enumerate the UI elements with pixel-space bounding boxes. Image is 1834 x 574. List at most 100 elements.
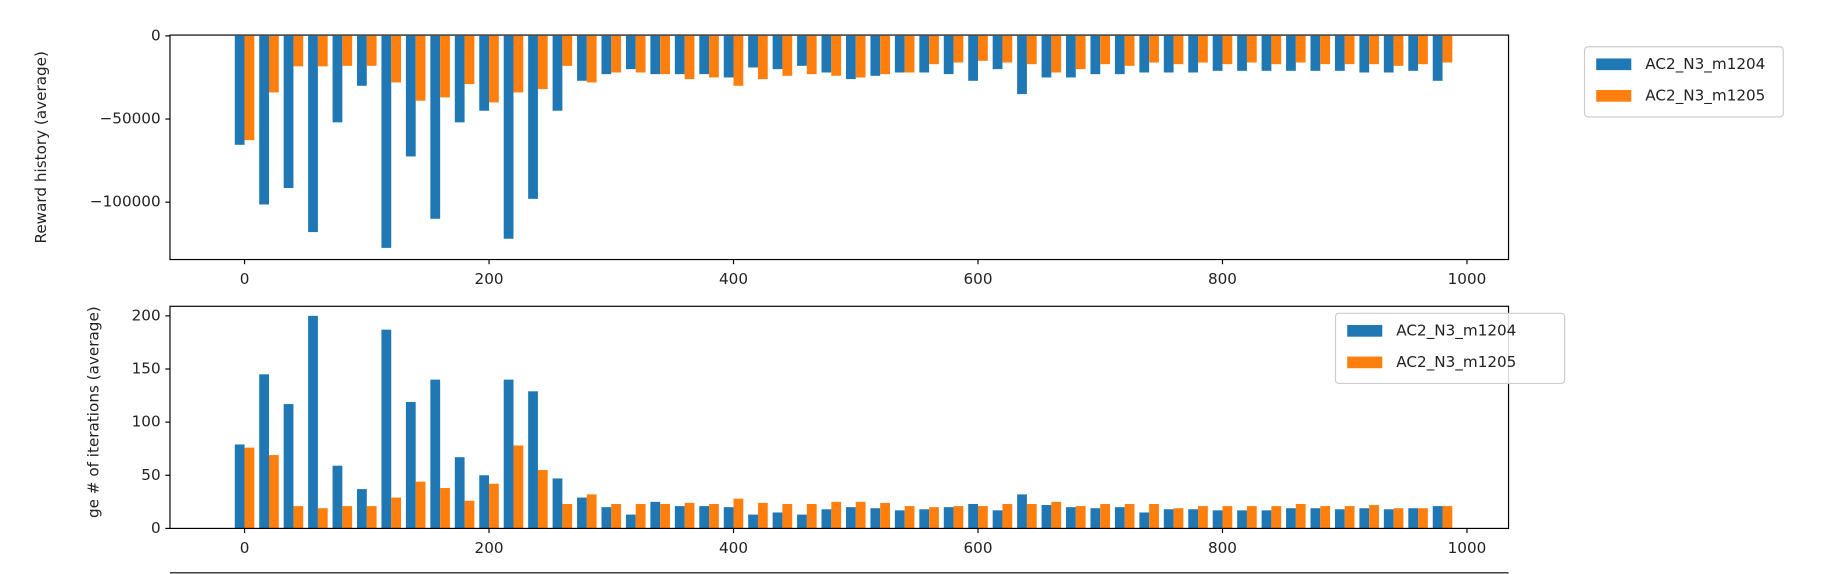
bar bbox=[1408, 508, 1419, 529]
y-tick-label: −100000 bbox=[90, 193, 161, 211]
bar bbox=[1271, 35, 1282, 65]
bar bbox=[586, 35, 597, 83]
bar bbox=[283, 35, 294, 189]
bar bbox=[782, 503, 793, 529]
bar bbox=[1246, 506, 1257, 529]
bar bbox=[748, 35, 758, 68]
legend-swatch bbox=[1596, 58, 1632, 71]
bar bbox=[831, 501, 842, 529]
bar bbox=[234, 35, 245, 145]
bar bbox=[1173, 35, 1184, 65]
bar bbox=[1383, 509, 1394, 529]
bar bbox=[806, 503, 817, 529]
bar bbox=[1124, 35, 1135, 66]
bar bbox=[562, 35, 573, 66]
bar bbox=[234, 444, 245, 529]
x-tick-label: 800 bbox=[1208, 270, 1237, 288]
bar bbox=[660, 35, 670, 75]
bar bbox=[1114, 35, 1125, 75]
bar bbox=[1114, 507, 1125, 529]
bar bbox=[1359, 35, 1370, 73]
bar bbox=[1090, 508, 1101, 529]
legend-box bbox=[1334, 312, 1566, 385]
y-tick-label: 150 bbox=[132, 359, 161, 377]
bar bbox=[1286, 508, 1296, 529]
bar bbox=[503, 379, 514, 529]
bar bbox=[723, 507, 734, 529]
bar bbox=[1295, 35, 1306, 63]
bar bbox=[1188, 509, 1199, 529]
bar bbox=[1149, 503, 1159, 529]
bar bbox=[1149, 35, 1159, 63]
bar bbox=[968, 35, 979, 81]
bar bbox=[870, 508, 881, 529]
bar bbox=[894, 35, 905, 73]
x-tick-label: 400 bbox=[719, 270, 748, 288]
bar bbox=[821, 35, 832, 73]
bar bbox=[293, 506, 304, 529]
bar bbox=[968, 503, 979, 529]
bar bbox=[978, 506, 988, 529]
bar bbox=[1002, 35, 1013, 63]
bar bbox=[855, 35, 866, 78]
bar bbox=[454, 457, 465, 529]
bar bbox=[1026, 503, 1037, 529]
bar bbox=[430, 35, 441, 219]
bar bbox=[1344, 506, 1355, 529]
x-tick-label: 0 bbox=[240, 539, 250, 557]
bar bbox=[1295, 503, 1306, 529]
bar bbox=[806, 35, 817, 75]
bar bbox=[1075, 35, 1086, 70]
bar bbox=[919, 35, 930, 73]
bar bbox=[1320, 506, 1331, 529]
y-tick-label: −50000 bbox=[100, 110, 161, 128]
bar bbox=[782, 35, 793, 76]
legend-swatch bbox=[1596, 90, 1632, 102]
bar bbox=[244, 447, 255, 529]
bar bbox=[625, 514, 636, 529]
bar bbox=[1198, 506, 1208, 529]
bar bbox=[748, 514, 758, 529]
bar bbox=[953, 506, 964, 529]
bar bbox=[880, 35, 890, 75]
bar bbox=[391, 497, 402, 529]
bar bbox=[366, 506, 377, 529]
bar bbox=[586, 494, 597, 529]
bar bbox=[821, 509, 832, 529]
x-tick-label: 1000 bbox=[1448, 539, 1487, 557]
bar bbox=[1124, 503, 1135, 529]
bar bbox=[1359, 508, 1370, 529]
bar bbox=[699, 35, 710, 75]
bar bbox=[674, 506, 685, 529]
legend-label: AC2_N3_m1205 bbox=[1645, 86, 1765, 105]
bar bbox=[1173, 508, 1184, 529]
bar bbox=[1271, 506, 1282, 529]
bar bbox=[650, 501, 661, 529]
x-tick-label: 800 bbox=[1208, 539, 1237, 557]
bar bbox=[919, 509, 930, 529]
y-axis-label: ge # of iterations (average) bbox=[84, 306, 102, 518]
bar bbox=[479, 475, 490, 529]
legend-label: AC2_N3_m1204 bbox=[1396, 321, 1516, 340]
bar bbox=[1222, 35, 1233, 65]
bar bbox=[366, 35, 377, 66]
bar bbox=[528, 391, 538, 529]
bar bbox=[1026, 35, 1037, 65]
bar bbox=[797, 35, 807, 66]
bar bbox=[1383, 35, 1394, 73]
bar bbox=[537, 35, 548, 90]
bar bbox=[1188, 35, 1199, 73]
bar bbox=[1212, 510, 1223, 529]
bar bbox=[1408, 35, 1419, 71]
bar bbox=[1418, 508, 1428, 529]
bar bbox=[757, 35, 768, 80]
bar bbox=[699, 506, 710, 529]
bar bbox=[978, 35, 988, 61]
bar bbox=[513, 35, 524, 93]
legend: AC2_N3_m1204 AC2_N3_m1205 bbox=[1583, 46, 1784, 118]
bar bbox=[831, 35, 842, 76]
bar bbox=[625, 35, 636, 70]
bar bbox=[1393, 508, 1404, 529]
bar bbox=[709, 503, 719, 529]
bar bbox=[723, 35, 734, 78]
